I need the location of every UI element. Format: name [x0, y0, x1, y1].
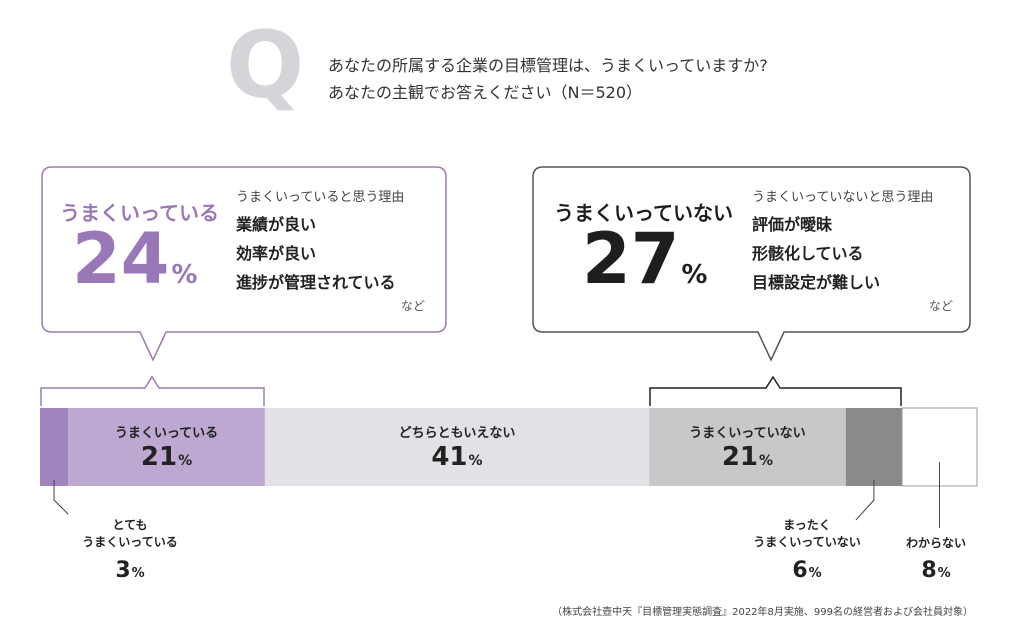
- left-bubble-outline: [41, 166, 447, 362]
- right-reasons-list: 評価が曖昧 形骸化している 目標設定が難しい: [752, 210, 880, 297]
- left-box-value: 24: [72, 218, 170, 300]
- bar-segment-2: [264, 408, 650, 486]
- left-bracket: [40, 375, 265, 406]
- bar-segment-value-1: 21: [140, 442, 178, 472]
- bar-segment-label-3: うまくいっていない: [689, 426, 806, 441]
- right-etc: など: [929, 299, 954, 313]
- question-line-2: あなたの主観でお答えください（N＝520）: [328, 83, 643, 102]
- callout-unit-4: %: [808, 566, 822, 581]
- callout-value-0: 3: [115, 558, 131, 583]
- left-reason-1: 業績が良い: [236, 215, 317, 234]
- right-box-value: 27: [582, 218, 680, 300]
- bar-segment-value-label-1: 21%: [68, 442, 265, 472]
- question-line-1: あなたの所属する企業の目標管理は、うまくいっていますか?: [328, 56, 768, 75]
- callout-value-label-4: 6%: [737, 558, 877, 583]
- right-box-label: うまくいっていない: [554, 201, 733, 225]
- left-box-percent: 24%: [72, 224, 197, 294]
- callout-leader-0: [53, 480, 69, 515]
- bar-segment-value-3: 21: [721, 442, 758, 472]
- bar-segment-value-2: 41: [431, 442, 468, 472]
- bar-segment-unit-1: %: [178, 453, 193, 469]
- callout-label-4: まったくうまくいっていない: [737, 517, 877, 551]
- left-box-label: うまくいっている: [60, 201, 219, 225]
- callout-value-label-0: 3%: [60, 558, 200, 583]
- right-bubble-outline: [532, 166, 971, 362]
- left-reason-3: 進捗が管理されている: [236, 273, 396, 292]
- bar-segment-label-1: うまくいっている: [114, 426, 219, 441]
- callout-label-line-5-0: わからない: [905, 536, 966, 550]
- source-note: （株式会社壺中天『目標管理実態調査』2022年8月実施、999名の経営者および会…: [552, 607, 973, 618]
- callout-label-0: とてもうまくいっている: [60, 517, 200, 551]
- bar-segment-4: [845, 408, 903, 486]
- right-reason-1: 評価が曖昧: [752, 215, 833, 234]
- callout-value-4: 6: [792, 558, 808, 583]
- bar-segment-value-label-2: 41%: [265, 442, 649, 472]
- bar-segment-unit-3: %: [759, 453, 774, 469]
- bar-segment-1: [68, 408, 265, 486]
- right-reason-3: 目標設定が難しい: [752, 273, 881, 292]
- bar-segment-0: [40, 408, 69, 486]
- question-text: あなたの所属する企業の目標管理は、うまくいっていますか? あなたの主観でお答えく…: [328, 52, 768, 106]
- bar-segment-3: [649, 408, 846, 486]
- right-reason-2: 形骸化している: [752, 244, 864, 263]
- left-reason-2: 効率が良い: [236, 244, 317, 263]
- callout-label-line-4-1: うまくいっていない: [753, 535, 861, 549]
- right-reasons-title: うまくいっていないと思う理由: [752, 190, 934, 205]
- left-etc: など: [401, 299, 426, 313]
- bar-segment-label-2: どちらともいえない: [398, 426, 516, 441]
- callout-label-line-4-0: まったく: [783, 518, 831, 532]
- left-box-unit: %: [171, 260, 198, 290]
- right-box-unit: %: [681, 260, 708, 290]
- left-reasons-title: うまくいっていると思う理由: [236, 190, 405, 205]
- callout-unit-0: %: [131, 566, 145, 581]
- callout-value-label-5: 8%: [866, 558, 1006, 583]
- q-mark: Q: [226, 12, 305, 119]
- left-reasons-list: 業績が良い 効率が良い 進捗が管理されている: [236, 210, 396, 297]
- callout-label-5: わからない: [866, 535, 1006, 552]
- callout-leader-4: [855, 480, 875, 521]
- bar-segment-value-label-3: 21%: [649, 442, 846, 472]
- callout-label-line-0-0: とても: [112, 518, 148, 532]
- right-box-percent: 27%: [582, 224, 707, 294]
- callout-label-line-0-1: うまくいっている: [82, 535, 178, 549]
- callout-value-5: 8: [921, 558, 937, 583]
- callout-unit-5: %: [937, 566, 951, 581]
- bar-segment-unit-2: %: [468, 453, 483, 469]
- right-bracket: [649, 375, 902, 406]
